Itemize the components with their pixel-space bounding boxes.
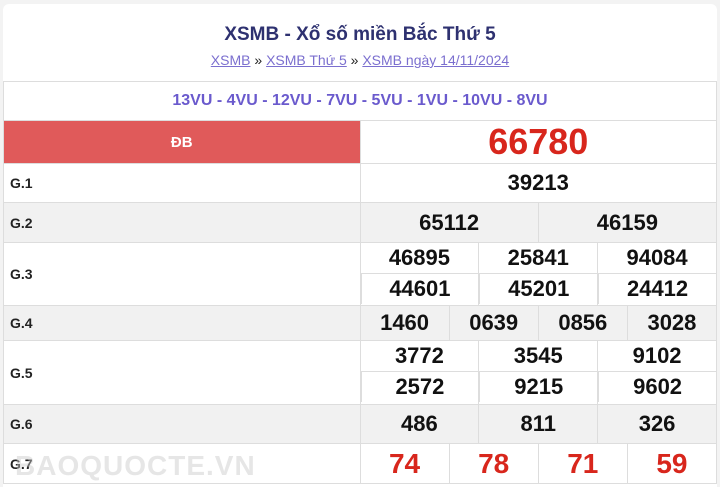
breadcrumb-xsmb-date[interactable]: XSMB ngày 14/11/2024	[362, 52, 510, 68]
prize-label-g7: G.7	[3, 443, 361, 484]
g6-number: 486	[401, 411, 438, 436]
watermark: BAOQUOCTE.VN	[15, 450, 256, 481]
g4-number: 1460	[380, 310, 430, 335]
breadcrumb: XSMB » XSMB Thứ 5 » XSMB ngày 14/11/2024	[3, 52, 717, 68]
prize-label-g5: G.5	[3, 340, 361, 405]
breadcrumb-separator: »	[254, 52, 263, 68]
g7-number: 74	[388, 447, 421, 479]
g5-number: 9102	[632, 343, 682, 368]
g6-number: 326	[597, 405, 716, 443]
draw-codes: 13VU - 4VU - 12VU - 7VU - 5VU - 1VU - 10…	[3, 81, 717, 121]
g3-number: 46895	[388, 245, 450, 270]
g5-number: 3545	[513, 343, 563, 368]
g5-number: 9215	[479, 371, 598, 402]
g1-number: 39213	[359, 163, 717, 203]
g4-number: 0639	[448, 306, 538, 340]
g5-number: 2572	[360, 371, 479, 402]
prize-label-db: ĐB	[3, 120, 361, 164]
g3-number: 24412	[598, 273, 716, 304]
g5-number: 9602	[598, 371, 716, 402]
prize-label-g3: G.3	[3, 242, 361, 306]
g7-number: 59	[626, 444, 716, 483]
g3-number: 44601	[360, 273, 479, 304]
g7-number: 71	[537, 444, 627, 483]
g7-number: 78	[448, 444, 538, 483]
g4-number: 3028	[626, 306, 716, 340]
prize-label-g4: G.4	[3, 305, 361, 341]
g2-number: 65112	[419, 209, 480, 235]
special-prize-number: 66780	[359, 120, 717, 164]
g3-number: 45201	[479, 273, 598, 304]
page-title: XSMB - Xổ số miền Bắc Thứ 5	[224, 24, 496, 45]
breadcrumb-xsmb-thu-5[interactable]: XSMB Thứ 5	[266, 52, 347, 68]
prize-label-g6: G.6	[3, 404, 361, 444]
prize-label-g2: G.2	[3, 202, 361, 243]
g5-number: 3772	[394, 343, 444, 368]
results-card: XSMB - Xổ số miền Bắc Thứ 5 XSMB » XSMB …	[3, 4, 717, 487]
breadcrumb-xsmb[interactable]: XSMB	[210, 52, 251, 68]
g3-number: 94084	[626, 245, 688, 270]
prize-label-g1: G.1	[3, 163, 361, 203]
g2-number: 46159	[537, 203, 716, 242]
results-table: 13VU - 4VU - 12VU - 7VU - 5VU - 1VU - 10…	[3, 81, 717, 484]
g3-number: 25841	[507, 245, 569, 270]
g4-number: 0856	[537, 306, 627, 340]
breadcrumb-separator: »	[350, 52, 359, 68]
g6-number: 811	[478, 405, 597, 443]
